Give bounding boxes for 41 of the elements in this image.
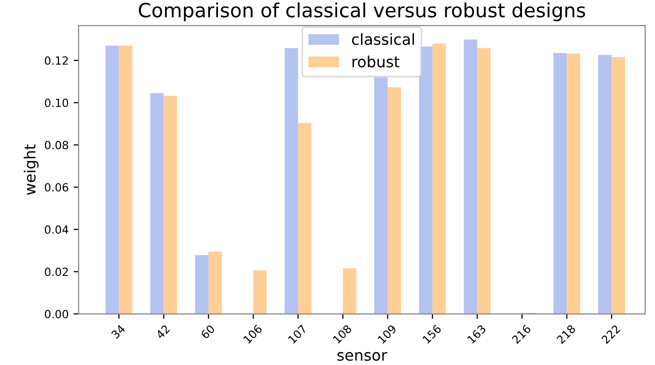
bar	[553, 53, 567, 314]
bar	[388, 87, 402, 314]
bar	[195, 255, 208, 314]
bar	[566, 54, 580, 314]
y-tick-label: 0.02	[44, 268, 68, 276]
bar	[105, 46, 119, 314]
bar	[612, 57, 626, 314]
bar	[208, 252, 222, 314]
y-axis-title: weight	[24, 144, 39, 195]
bar	[477, 48, 491, 314]
bar	[598, 54, 612, 314]
bar	[284, 48, 298, 314]
x-tick-label: 163	[466, 324, 486, 344]
y-tick-label: 0.06	[44, 183, 68, 192]
x-tick-label: 34	[110, 324, 126, 340]
y-tick-label: 0.12	[44, 56, 68, 65]
x-tick-label: 156	[422, 324, 442, 344]
x-tick-label: 222	[601, 324, 620, 344]
y-tick-label: 0.10	[44, 98, 68, 108]
bar	[253, 270, 267, 314]
bar	[150, 93, 164, 314]
x-tick-label: 106	[242, 324, 263, 344]
x-tick-label: 60	[200, 324, 216, 340]
y-tick-label: 0.04	[44, 225, 68, 234]
x-tick-label: 108	[332, 324, 352, 344]
chart-title: Comparison of classical versus robust designs	[138, 2, 586, 22]
x-tick-label: 42	[155, 324, 170, 340]
y-tick-label: 0.08	[44, 140, 68, 150]
bar	[432, 44, 446, 314]
y-tick-label: 0.00	[44, 310, 68, 318]
legend-label: classical	[352, 33, 414, 46]
bar	[342, 268, 356, 314]
bar	[118, 46, 132, 314]
bar	[374, 77, 388, 314]
bar	[298, 122, 312, 314]
legend-label: robust	[352, 56, 400, 68]
bar	[464, 39, 478, 314]
x-axis-title: sensor	[337, 352, 388, 361]
x-tick-label: 109	[377, 324, 397, 344]
bar	[418, 46, 432, 314]
bar	[164, 96, 178, 314]
